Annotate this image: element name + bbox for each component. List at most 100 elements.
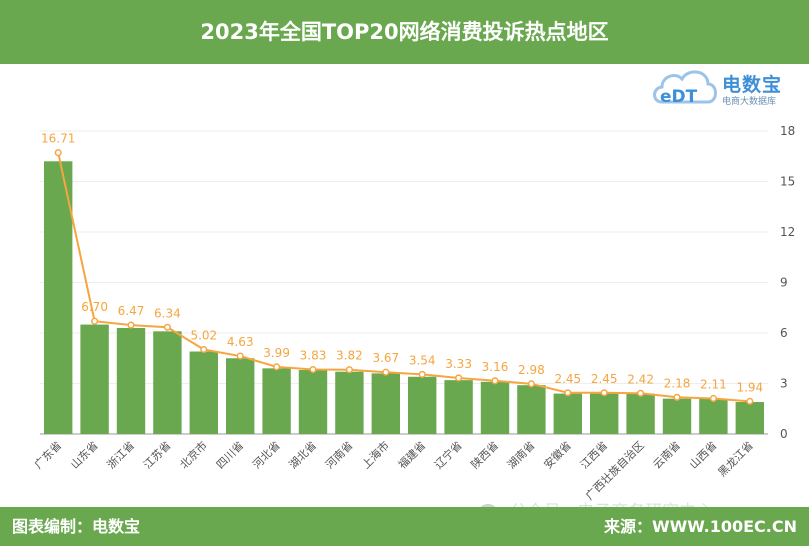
line-series [54,149,754,405]
bar [590,393,619,434]
data-label: 2.98 [518,363,545,377]
line-point [455,374,463,382]
line-point [418,370,426,378]
data-label: 2.42 [627,372,654,386]
bar [153,331,182,434]
bar [335,371,364,434]
title-bar: 2023年全国TOP20网络消费投诉热点地区 [0,0,809,64]
trend-line [57,152,750,403]
x-tick-label: 江苏省 [141,439,174,472]
logo-mark-text: eDT [660,87,698,107]
bar [662,398,692,434]
x-tick-label: 陕西省 [468,438,501,471]
logo-subtitle: 电商大数据库 [722,97,777,107]
y-tick-label: 12 [780,225,795,239]
line-point [527,380,535,388]
bar [44,161,73,435]
x-tick-label: 山东省 [68,439,101,472]
line-point [564,389,572,397]
line-point [637,389,645,397]
footer-bar: 图表编制：电数宝 来源：WWW.100EC.CN [0,507,809,546]
bar [735,402,764,434]
y-tick-label: 6 [780,326,788,340]
line-point [491,377,499,385]
x-tick-label: 福建省 [395,438,428,471]
y-tick-label: 0 [780,427,788,441]
line-point [382,368,390,376]
data-label: 2.18 [664,376,691,390]
data-label: 16.71 [41,132,75,146]
line-point [127,321,135,329]
x-axis-ticks: 广东省 山东省 浙江省 江苏省 北京市 四川省 河北省 湖北省 河南省 上海市 福建省 辽宁省 陕西省湖… [32,438,756,502]
x-tick-label: 四川省 [214,439,247,472]
x-tick-label: 云南省 [651,439,684,472]
line-point [163,323,171,331]
bar [189,351,218,434]
data-label: 6.34 [154,306,181,320]
line-point [309,365,317,374]
bar [262,368,291,434]
x-tick-label: 北京市 [177,438,210,471]
x-tick-label: 河南省 [323,439,356,472]
bar [517,385,546,434]
y-axis-ticks: 0 3 6 9 12 15 18 [780,124,795,441]
y-tick-label: 9 [780,276,788,290]
bar [444,380,473,434]
data-label: 3.67 [372,351,399,365]
x-tick-label: 广东省 [32,439,65,472]
data-label: 3.54 [409,353,436,367]
line-point [600,389,608,397]
footer-source: 来源：WWW.100EC.CN [603,517,797,536]
bar [553,393,582,434]
bar [116,327,146,434]
cloud-logo-icon: eDT [653,70,717,107]
x-tick-label: 辽宁省 [431,438,464,471]
x-tick-label: 山西省 [687,439,720,472]
bar [699,398,728,434]
data-label: 1.94 [736,380,763,394]
data-label: 2.11 [700,377,727,391]
bar [371,373,400,434]
bar [226,358,255,434]
data-label: 4.63 [227,335,254,349]
data-label: 3.33 [445,357,472,371]
bar [80,324,109,434]
x-tick-label: 上海市 [359,438,392,471]
y-tick-label: 15 [780,175,795,189]
data-labels: 16.71 6.70 6.47 6.34 5.02 4.63 3.99 3.83 3.82 3.6… [41,132,763,395]
y-tick-label: 18 [780,124,795,138]
line-point [345,366,353,374]
line-point [273,363,281,371]
gridlines [40,130,768,435]
line-point [673,393,681,401]
data-label: 2.45 [591,372,618,386]
data-label: 2.45 [554,372,581,386]
y-tick-label: 3 [780,377,788,391]
data-label: 3.82 [336,349,363,363]
x-tick-label: 湖北省 [287,439,320,472]
line-point [200,345,208,354]
page-title: 2023年全国TOP20网络消费投诉热点地区 [200,20,609,44]
data-label: 5.02 [190,328,217,342]
x-tick-label: 河北省 [250,439,283,472]
bar [408,376,437,434]
line-point [91,317,99,325]
bar-series [44,161,764,435]
line-point [709,394,717,403]
x-tick-label: 江西省 [578,439,611,472]
data-label: 6.70 [81,300,108,314]
bar [480,381,510,434]
line-point [236,352,244,360]
data-label: 3.99 [263,346,290,360]
x-tick-label: 湖南省 [505,439,538,472]
line-point [746,397,754,405]
x-tick-label: 安徽省 [541,438,574,471]
data-label: 3.16 [482,360,509,374]
x-tick-label: 浙江省 [105,439,138,472]
x-tick-label: 黑龙江省 [716,439,756,479]
brand-logo: eDT 电数宝 电商大数据库 [650,62,809,114]
logo-text: 电数宝 [722,74,783,96]
data-label: 6.47 [118,304,145,318]
bar-line-chart: 16.71 6.70 6.47 6.34 5.02 4.63 3.99 3.83 3.82 3.6… [32,124,795,503]
footer-credit: 图表编制：电数宝 [12,517,141,536]
